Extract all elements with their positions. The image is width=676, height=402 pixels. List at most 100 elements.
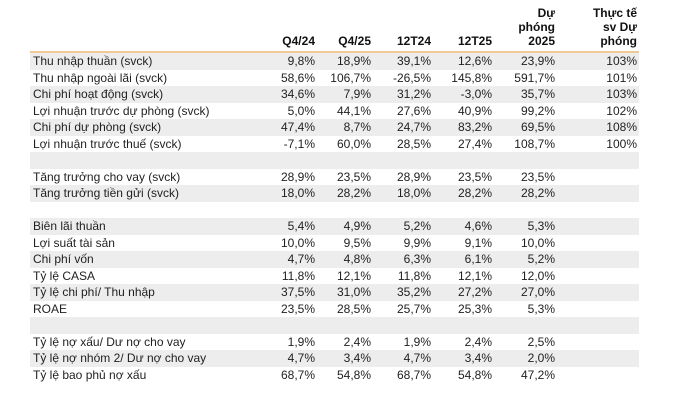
row-label: Chi phí dự phòng (svck) xyxy=(33,120,162,134)
table-row: Lợi nhuận trước dự phòng (svck) 5,0% 44,1%… xyxy=(30,103,639,120)
table-row: Lợi nhuận trước thuế (svck) -7,1% 60,0% 28,… xyxy=(30,136,639,153)
row-label xyxy=(30,202,262,219)
value-cell xyxy=(557,367,639,384)
row-label: Tỷ lệ CASA xyxy=(33,268,96,283)
value-cell xyxy=(494,317,557,334)
value-cell: 18,0% xyxy=(280,186,315,200)
value-cell: 145,8% xyxy=(451,70,492,85)
value-cell xyxy=(262,317,317,334)
table-row: Tăng trưởng tiền gửi (svck) 18,0% 28,2% 18,… xyxy=(30,185,639,202)
value-cell: 23,9% xyxy=(520,54,555,68)
row-label: Lợi nhuận trước thuế (svck) xyxy=(33,136,182,151)
value-cell: 100% xyxy=(606,136,637,151)
value-cell: 47,2% xyxy=(520,367,555,382)
value-cell: 37,5% xyxy=(280,285,315,299)
value-cell: 35,7% xyxy=(520,87,555,101)
value-cell xyxy=(433,152,494,169)
value-cell: 28,5% xyxy=(396,136,431,151)
value-cell: 108% xyxy=(606,120,637,134)
value-cell xyxy=(557,268,639,285)
value-cell: 27,4% xyxy=(457,136,492,151)
value-cell: 8,7% xyxy=(343,120,371,134)
row-label: Tăng trưởng tiền gửi (svck) xyxy=(33,186,179,200)
row-label: Biên lãi thuần xyxy=(33,219,106,233)
table-row: Thu nhập ngoài lãi (svck) 58,6% 106,7% -26,… xyxy=(30,70,639,87)
value-cell xyxy=(262,152,317,169)
value-cell: 12,1% xyxy=(457,268,492,283)
value-cell: 5,0% xyxy=(287,103,315,118)
value-cell: 99,2% xyxy=(520,103,555,118)
value-cell: -26,5% xyxy=(392,70,431,85)
row-label: Thu nhập thuần (svck) xyxy=(33,54,153,68)
value-cell xyxy=(317,202,373,219)
value-cell xyxy=(557,202,639,219)
value-cell: 591,7% xyxy=(514,70,555,85)
value-cell xyxy=(317,317,373,334)
value-cell xyxy=(557,334,639,351)
value-cell: 1,9% xyxy=(287,334,315,349)
value-cell: 2,4% xyxy=(464,334,492,349)
value-cell: 40,9% xyxy=(457,103,492,118)
table-row: Chi phí vốn 4,7% 4,8% 6,3% 6,1% 5,2% xyxy=(30,251,639,268)
value-cell xyxy=(494,152,557,169)
value-cell: 7,9% xyxy=(343,87,371,101)
table-row: Tỷ lệ bao phủ nợ xấu 68,7% 54,8% 68,7% 54,8%… xyxy=(30,367,639,384)
header-12t25: 12T25 xyxy=(433,6,494,53)
row-label: Tỷ lệ nợ nhóm 2/ Dư nợ cho vay xyxy=(33,351,207,365)
header-du-phong-2025: Dự phóng 2025 xyxy=(494,6,557,53)
header-q4-25: Q4/25 xyxy=(317,6,373,53)
table-row: Tỷ lệ chi phí/ Thu nhập 37,5% 31,0% 35,2% 27… xyxy=(30,284,639,301)
value-cell: 54,8% xyxy=(457,367,492,382)
value-cell: 102% xyxy=(606,103,637,118)
value-cell: 24,7% xyxy=(396,120,431,134)
value-cell: 10,0% xyxy=(280,235,315,250)
value-cell xyxy=(262,202,317,219)
value-cell xyxy=(557,251,639,268)
value-cell: 1,9% xyxy=(403,334,431,349)
value-cell: 44,1% xyxy=(336,103,371,118)
value-cell xyxy=(557,301,639,318)
value-cell: 6,1% xyxy=(464,252,492,266)
header-row: Q4/24 Q4/25 12T24 12T25 Dự phóng 2025 Th… xyxy=(30,6,639,53)
value-cell: 5,2% xyxy=(403,219,431,233)
value-cell: 18,0% xyxy=(396,186,431,200)
spacer-row xyxy=(30,152,639,169)
value-cell xyxy=(557,218,639,235)
value-cell: 28,2% xyxy=(457,186,492,200)
value-cell: 39,1% xyxy=(396,54,431,68)
table-row: Chi phí dự phòng (svck) 47,4% 8,7% 24,7% 83,… xyxy=(30,119,639,136)
value-cell: 103% xyxy=(606,54,637,68)
value-cell: 47,4% xyxy=(280,120,315,134)
value-cell: 23,5% xyxy=(336,169,371,184)
value-cell xyxy=(494,202,557,219)
value-cell: 11,8% xyxy=(397,268,431,283)
value-cell: 60,0% xyxy=(336,136,371,151)
data-table: Q4/24 Q4/25 12T24 12T25 Dự phóng 2025 Th… xyxy=(30,6,639,383)
value-cell: 103% xyxy=(606,87,637,101)
row-label xyxy=(30,152,262,169)
value-cell: 12,1% xyxy=(336,268,371,283)
table-row: Tỷ lệ CASA 11,8% 12,1% 11,8% 12,1% 12,0% xyxy=(30,268,639,285)
value-cell xyxy=(557,235,639,252)
value-cell: 54,8% xyxy=(336,367,371,382)
row-label: Tăng trưởng cho vay (svck) xyxy=(33,169,181,184)
value-cell: 2,4% xyxy=(343,334,371,349)
value-cell: 12,0% xyxy=(520,268,555,283)
spacer-row xyxy=(30,202,639,219)
table-row: Chi phí hoạt động (svck) 34,6% 7,9% 31,2% -3… xyxy=(30,86,639,103)
spacer-row xyxy=(30,317,639,334)
value-cell: 31,0% xyxy=(336,285,371,299)
value-cell xyxy=(557,152,639,169)
value-cell xyxy=(557,169,639,186)
value-cell: 9,5% xyxy=(343,235,371,250)
value-cell: 4,6% xyxy=(464,219,492,233)
value-cell: 9,8% xyxy=(287,54,315,68)
value-cell: 4,9% xyxy=(343,219,371,233)
value-cell: 31,2% xyxy=(396,87,431,101)
table-row: Tỷ lệ nợ nhóm 2/ Dư nợ cho vay 4,7% 3,4% 4,… xyxy=(30,350,639,367)
row-label: Tỷ lệ bao phủ nợ xấu xyxy=(33,367,147,382)
value-cell xyxy=(433,317,494,334)
value-cell: 23,5% xyxy=(280,301,315,316)
value-cell: 5,2% xyxy=(527,252,555,266)
